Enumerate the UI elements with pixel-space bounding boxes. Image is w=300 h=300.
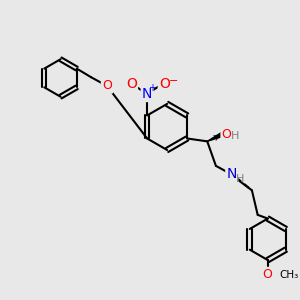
- Text: +: +: [148, 83, 156, 93]
- Text: O: O: [159, 77, 170, 91]
- Text: N: N: [226, 167, 237, 182]
- Text: O: O: [102, 80, 112, 92]
- Text: −: −: [168, 76, 178, 86]
- Polygon shape: [207, 132, 223, 141]
- Text: O: O: [262, 268, 272, 281]
- Text: O: O: [222, 128, 232, 141]
- Text: N: N: [142, 87, 152, 101]
- Text: H: H: [236, 174, 244, 184]
- Text: CH₃: CH₃: [280, 270, 299, 280]
- Text: H: H: [231, 131, 239, 142]
- Text: O: O: [126, 77, 137, 91]
